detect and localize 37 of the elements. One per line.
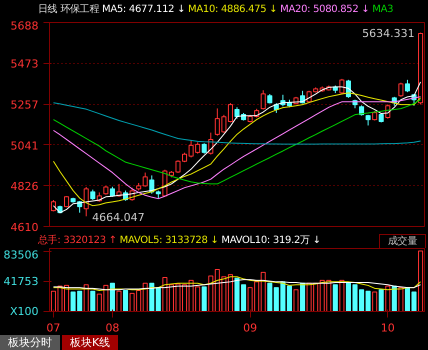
y-tick-label: 4826	[10, 180, 39, 194]
text: MAVOL5: 3133728 ↓	[120, 235, 218, 246]
candlestick	[50, 200, 56, 212]
text: MA10: 4886.475 ↓	[188, 4, 278, 15]
text: MA5: 4677.112 ↓	[102, 4, 186, 15]
y-tick-label: 5257	[10, 98, 39, 112]
y-tick-label: 5473	[10, 58, 39, 71]
chart-title: 环保工程	[60, 4, 100, 15]
x-tick-label: 09	[243, 322, 258, 334]
candlestick	[267, 94, 272, 104]
candlestick	[372, 110, 378, 122]
candlestick	[260, 90, 266, 110]
y-tick-label: 41753	[4, 274, 39, 288]
text: 总手: 3320123 ↑	[38, 235, 117, 246]
annotation: 5634.331	[362, 27, 415, 40]
text: 板块K线	[62, 335, 118, 350]
y-tick-label: 5688	[10, 20, 39, 32]
text: MA3	[372, 4, 394, 15]
text: MA20: 5080.852 ↓	[280, 4, 370, 15]
y-tick-label: X100	[10, 305, 38, 318]
y-tick-label: 83506	[4, 248, 39, 262]
x-tick-label: 07	[46, 322, 60, 334]
text: MAVOL10: 319.2万 ↓	[221, 235, 321, 246]
annotation: 4664.047	[92, 210, 145, 224]
line-series	[52, 99, 422, 184]
text: 板块分时	[0, 335, 60, 350]
candlestick	[398, 82, 404, 98]
legend-title: 成交量	[378, 234, 426, 250]
candlestick	[202, 142, 207, 154]
chart-subtitle: 日线	[38, 4, 58, 15]
candlestick	[90, 189, 96, 201]
y-tick-label: 4610	[10, 221, 39, 234]
x-tick-label: 10	[380, 322, 395, 334]
candlestick	[404, 79, 410, 93]
x-tick-label: 08	[105, 322, 120, 334]
y-tick-label: 5041	[10, 139, 39, 152]
candlestick	[110, 186, 115, 198]
